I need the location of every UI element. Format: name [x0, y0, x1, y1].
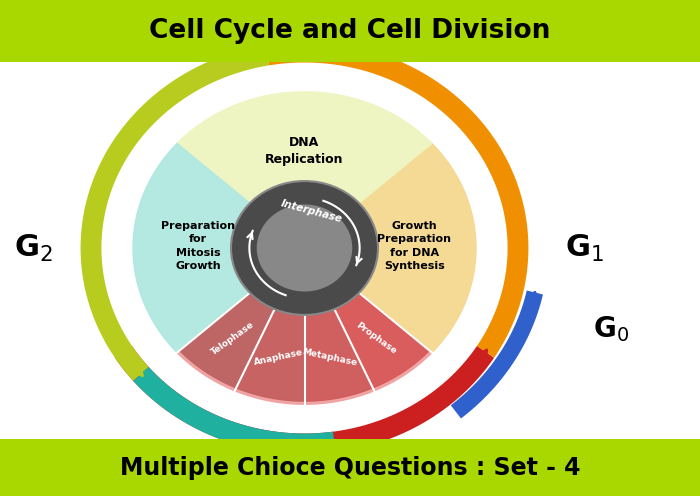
Text: DNA
Replication: DNA Replication [265, 136, 344, 166]
Polygon shape [177, 293, 432, 404]
Text: G$_2$: G$_2$ [13, 233, 52, 263]
Text: G$_0$: G$_0$ [593, 314, 629, 344]
Ellipse shape [231, 181, 378, 315]
Text: Cell Cycle and Cell Division: Cell Cycle and Cell Division [149, 18, 551, 44]
Text: Preparation
for
Mitosis
Growth: Preparation for Mitosis Growth [161, 221, 235, 271]
Text: Growth
Preparation
for DNA
Synthesis: Growth Preparation for DNA Synthesis [377, 221, 452, 271]
Text: Interphase: Interphase [280, 198, 344, 224]
Polygon shape [236, 309, 304, 401]
Text: G$_1$: G$_1$ [564, 233, 603, 263]
Text: Telophase: Telophase [209, 320, 256, 357]
Text: M: M [289, 448, 320, 477]
Text: Multiple Chioce Questions : Set - 4: Multiple Chioce Questions : Set - 4 [120, 455, 580, 480]
Polygon shape [359, 143, 476, 353]
Polygon shape [304, 309, 373, 401]
Polygon shape [180, 293, 274, 388]
Text: Metaphase: Metaphase [302, 347, 358, 368]
Text: Prophase: Prophase [354, 320, 398, 356]
Polygon shape [335, 293, 429, 388]
Ellipse shape [257, 204, 352, 292]
Polygon shape [177, 92, 432, 203]
Bar [0, 439, 700, 496]
Text: Anaphase: Anaphase [253, 348, 304, 367]
Polygon shape [133, 143, 250, 353]
Text: S: S [293, 19, 316, 48]
Bar [0, 0, 700, 62]
